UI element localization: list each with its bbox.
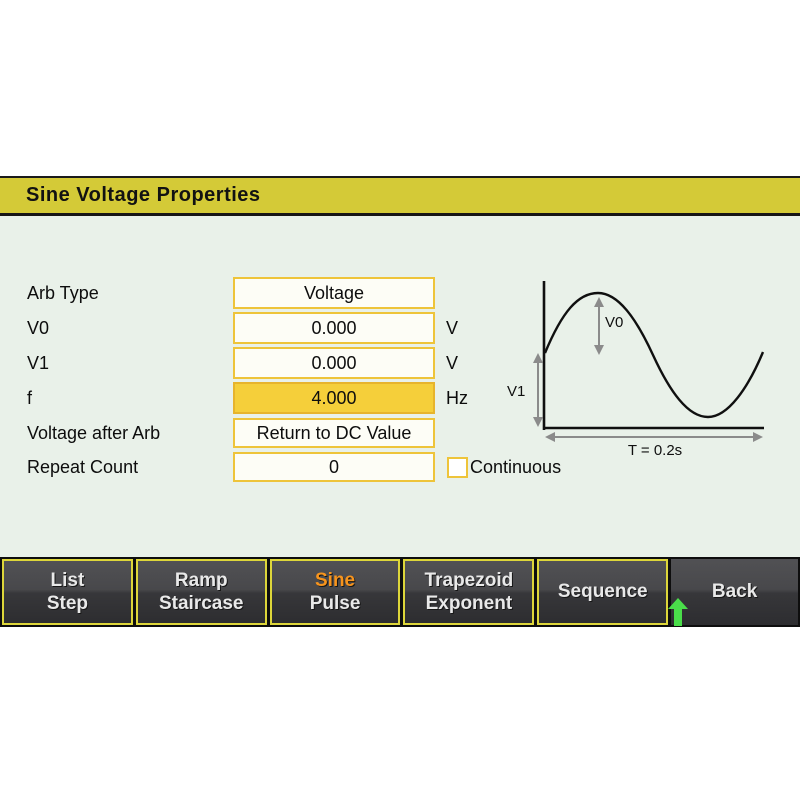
- frequency-unit: Hz: [446, 387, 468, 408]
- softkey-label-line: Sequence: [557, 581, 648, 603]
- v1-arrow: [533, 353, 543, 427]
- page-title: Sine Voltage Properties: [26, 184, 261, 206]
- form-row-v1: V1 0.000 V: [0, 347, 800, 379]
- continuous-checkbox[interactable]: [447, 456, 468, 478]
- form-row-arb-type: Arb Type Voltage: [0, 277, 800, 309]
- softkey-label-line: Staircase: [158, 593, 244, 614]
- form-row-v0: V0 0.000 V: [0, 312, 800, 344]
- sine-waveform-diagram: V0 V1 T = 0.2s: [507, 281, 765, 459]
- softkey-sequence[interactable]: Sequence: [537, 559, 669, 625]
- v1-label: V1: [27, 352, 50, 373]
- back-indicator-arrow-icon: [668, 598, 688, 626]
- v0-arrow: [594, 297, 604, 355]
- softkey-label-line: Step: [46, 593, 88, 614]
- softkey-label-line: Ramp: [174, 569, 228, 591]
- form-row-frequency: f 4.000 Hz: [0, 382, 800, 414]
- continuous-option: Continuous: [447, 455, 561, 479]
- title-separator: [0, 213, 800, 216]
- softkey-sine-pulse[interactable]: Sine Pulse: [269, 559, 401, 625]
- voltage-after-arb-label: Voltage after Arb: [27, 422, 161, 443]
- frequency-label: f: [27, 387, 33, 408]
- softkey-label-line: Exponent: [425, 593, 513, 614]
- properties-panel: Arb Type Voltage V0 0.000 V V1 0.000 V f…: [0, 216, 800, 557]
- softkey-trapezoid-exponent[interactable]: Trapezoid Exponent: [403, 559, 535, 625]
- v0-label: V0: [27, 317, 50, 338]
- v1-field[interactable]: 0.000: [233, 347, 435, 379]
- diagram-v1-label: V1: [507, 383, 525, 400]
- softkey-label-line: Trapezoid: [424, 569, 514, 591]
- softkey-label-line-active: Sine: [315, 569, 356, 591]
- softkey-label-line: Pulse: [309, 593, 361, 614]
- voltage-after-arb-field[interactable]: Return to DC Value: [233, 418, 435, 448]
- form-row-repeat-count: Repeat Count 0: [0, 452, 800, 482]
- repeat-count-field[interactable]: 0: [233, 452, 435, 482]
- title-bar: Sine Voltage Properties: [0, 176, 800, 213]
- diagram-v0-label: V0: [605, 314, 623, 331]
- softkey-list-step[interactable]: List Step: [2, 559, 133, 625]
- form-row-voltage-after-arb: Voltage after Arb Return to DC Value: [0, 418, 800, 448]
- v0-field[interactable]: 0.000: [233, 312, 435, 344]
- v0-unit: V: [446, 317, 459, 338]
- sine-curve: [543, 291, 765, 419]
- softkey-label-line: Back: [711, 581, 758, 603]
- period-arrow: [545, 432, 763, 442]
- diagram-period-label: T = 0.2s: [628, 442, 682, 459]
- arb-type-label: Arb Type: [27, 282, 99, 303]
- repeat-count-label: Repeat Count: [27, 456, 139, 477]
- softkey-bar: List Step Ramp Staircase Sine Pulse Trap…: [0, 557, 800, 627]
- arb-type-field[interactable]: Voltage: [233, 277, 435, 309]
- continuous-label: Continuous: [470, 456, 562, 477]
- softkey-label-line: List: [50, 569, 85, 591]
- v1-unit: V: [446, 352, 459, 373]
- softkey-back[interactable]: Back: [671, 559, 798, 625]
- softkey-ramp-staircase[interactable]: Ramp Staircase: [135, 559, 267, 625]
- frequency-field[interactable]: 4.000: [233, 382, 435, 414]
